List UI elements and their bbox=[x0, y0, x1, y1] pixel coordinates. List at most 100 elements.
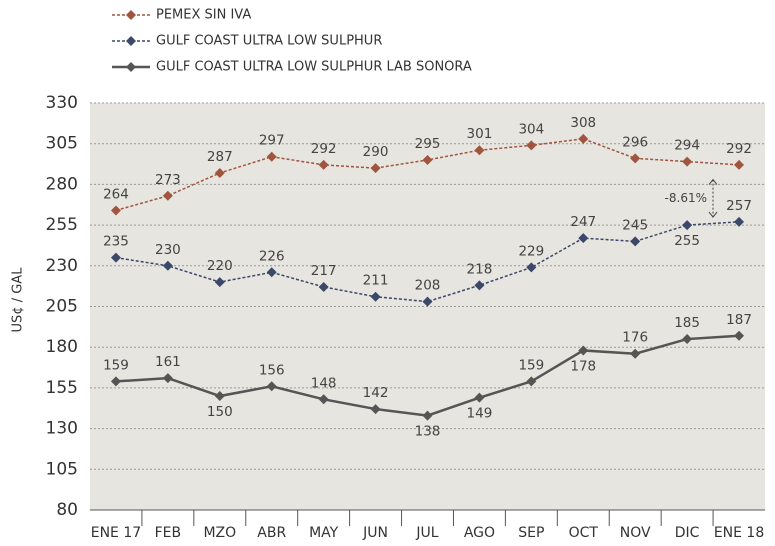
legend-marker bbox=[126, 10, 136, 20]
data-label: 230 bbox=[155, 242, 181, 258]
data-label: 264 bbox=[103, 186, 129, 202]
arrow-head bbox=[708, 178, 718, 218]
point bbox=[110, 252, 121, 263]
point bbox=[422, 410, 433, 421]
data-label: 217 bbox=[311, 263, 337, 279]
data-label: 185 bbox=[674, 315, 700, 331]
legend-label: GULF COAST ULTRA LOW SULPHUR LAB SONORA bbox=[156, 60, 472, 75]
data-label: 156 bbox=[259, 362, 285, 378]
legend-label: PEMEX SIN IVA bbox=[156, 8, 251, 23]
point bbox=[370, 291, 381, 302]
legend-label: GULF COAST ULTRA LOW SULPHUR bbox=[156, 34, 382, 49]
point bbox=[474, 392, 485, 403]
x-tick-label: SEP bbox=[518, 525, 544, 541]
y-tick-label: 305 bbox=[46, 134, 78, 154]
point bbox=[318, 281, 329, 292]
data-label: 159 bbox=[518, 357, 544, 373]
x-tick-label: NOV bbox=[620, 525, 651, 541]
data-label: 290 bbox=[363, 144, 389, 160]
x-tick-label: DIC bbox=[675, 525, 700, 541]
data-label: 294 bbox=[674, 138, 700, 154]
point bbox=[266, 151, 277, 162]
data-label: 211 bbox=[363, 273, 389, 289]
y-tick-label: 105 bbox=[46, 459, 78, 479]
annotation: -8.61% bbox=[665, 191, 707, 205]
x-tick-label: AGO bbox=[464, 525, 495, 541]
point bbox=[370, 404, 381, 415]
point bbox=[526, 376, 537, 387]
data-label: 297 bbox=[259, 133, 285, 149]
x-tick-label: FEB bbox=[155, 525, 182, 541]
point bbox=[266, 381, 277, 392]
point bbox=[422, 296, 433, 307]
point bbox=[266, 267, 277, 278]
point bbox=[318, 159, 329, 170]
y-tick-label: 130 bbox=[46, 419, 78, 439]
point bbox=[734, 330, 745, 341]
point bbox=[578, 345, 589, 356]
y-tick-label: 230 bbox=[46, 256, 78, 276]
data-label: 226 bbox=[259, 248, 285, 264]
x-tick-label: OCT bbox=[569, 525, 599, 541]
point bbox=[214, 168, 225, 179]
x-tick-label: ENE 17 bbox=[91, 525, 141, 541]
point bbox=[578, 133, 589, 144]
legend-marker bbox=[126, 62, 136, 72]
data-label: 308 bbox=[570, 115, 596, 131]
y-axis-label: US¢ / GAL bbox=[11, 267, 26, 333]
data-label: 235 bbox=[103, 234, 129, 250]
data-label: 159 bbox=[103, 357, 129, 373]
data-label: 218 bbox=[467, 261, 493, 277]
y-tick-label: 255 bbox=[46, 215, 78, 235]
data-label: 176 bbox=[622, 330, 648, 346]
point bbox=[630, 348, 641, 359]
data-label: 287 bbox=[207, 149, 233, 165]
point bbox=[214, 277, 225, 288]
y-tick-label: 180 bbox=[46, 337, 78, 357]
data-label: 148 bbox=[311, 375, 337, 391]
y-tick-label: 155 bbox=[46, 378, 78, 398]
point bbox=[214, 391, 225, 402]
point bbox=[110, 376, 121, 387]
point bbox=[422, 154, 433, 165]
y-tick-label: 330 bbox=[46, 93, 78, 113]
data-label: 187 bbox=[726, 312, 752, 328]
x-tick-label: ABR bbox=[257, 525, 286, 541]
point bbox=[474, 145, 485, 156]
data-label: 304 bbox=[518, 121, 544, 137]
point bbox=[630, 236, 641, 247]
data-label: 149 bbox=[467, 406, 493, 422]
data-label: 142 bbox=[363, 385, 389, 401]
data-label: 245 bbox=[622, 217, 648, 233]
y-tick-label: 80 bbox=[56, 500, 78, 520]
point bbox=[682, 334, 693, 345]
point bbox=[526, 262, 537, 273]
point bbox=[370, 163, 381, 174]
data-label: 150 bbox=[207, 404, 233, 420]
point bbox=[734, 159, 745, 170]
data-label: 292 bbox=[726, 141, 752, 157]
data-label: 247 bbox=[570, 214, 596, 230]
data-label: 292 bbox=[311, 141, 337, 157]
x-tick-label: ENE 18 bbox=[714, 525, 764, 541]
y-tick-label: 205 bbox=[46, 297, 78, 317]
data-label: 161 bbox=[155, 354, 181, 370]
data-label: 220 bbox=[207, 258, 233, 274]
point bbox=[110, 205, 121, 216]
data-label: 255 bbox=[674, 233, 700, 249]
point bbox=[162, 190, 173, 201]
point bbox=[578, 233, 589, 244]
data-label: 178 bbox=[570, 358, 596, 374]
point bbox=[734, 216, 745, 227]
data-label: 229 bbox=[518, 243, 544, 259]
data-label: 301 bbox=[467, 126, 493, 142]
y-tick-label: 280 bbox=[46, 174, 78, 194]
x-tick-label: JUL bbox=[415, 525, 438, 541]
data-label: 295 bbox=[415, 136, 441, 152]
point bbox=[526, 140, 537, 151]
x-tick-label: MZO bbox=[203, 525, 236, 541]
data-label: 273 bbox=[155, 172, 181, 188]
point bbox=[474, 280, 485, 291]
x-tick-label: MAY bbox=[309, 525, 339, 541]
data-label: 208 bbox=[415, 278, 441, 294]
